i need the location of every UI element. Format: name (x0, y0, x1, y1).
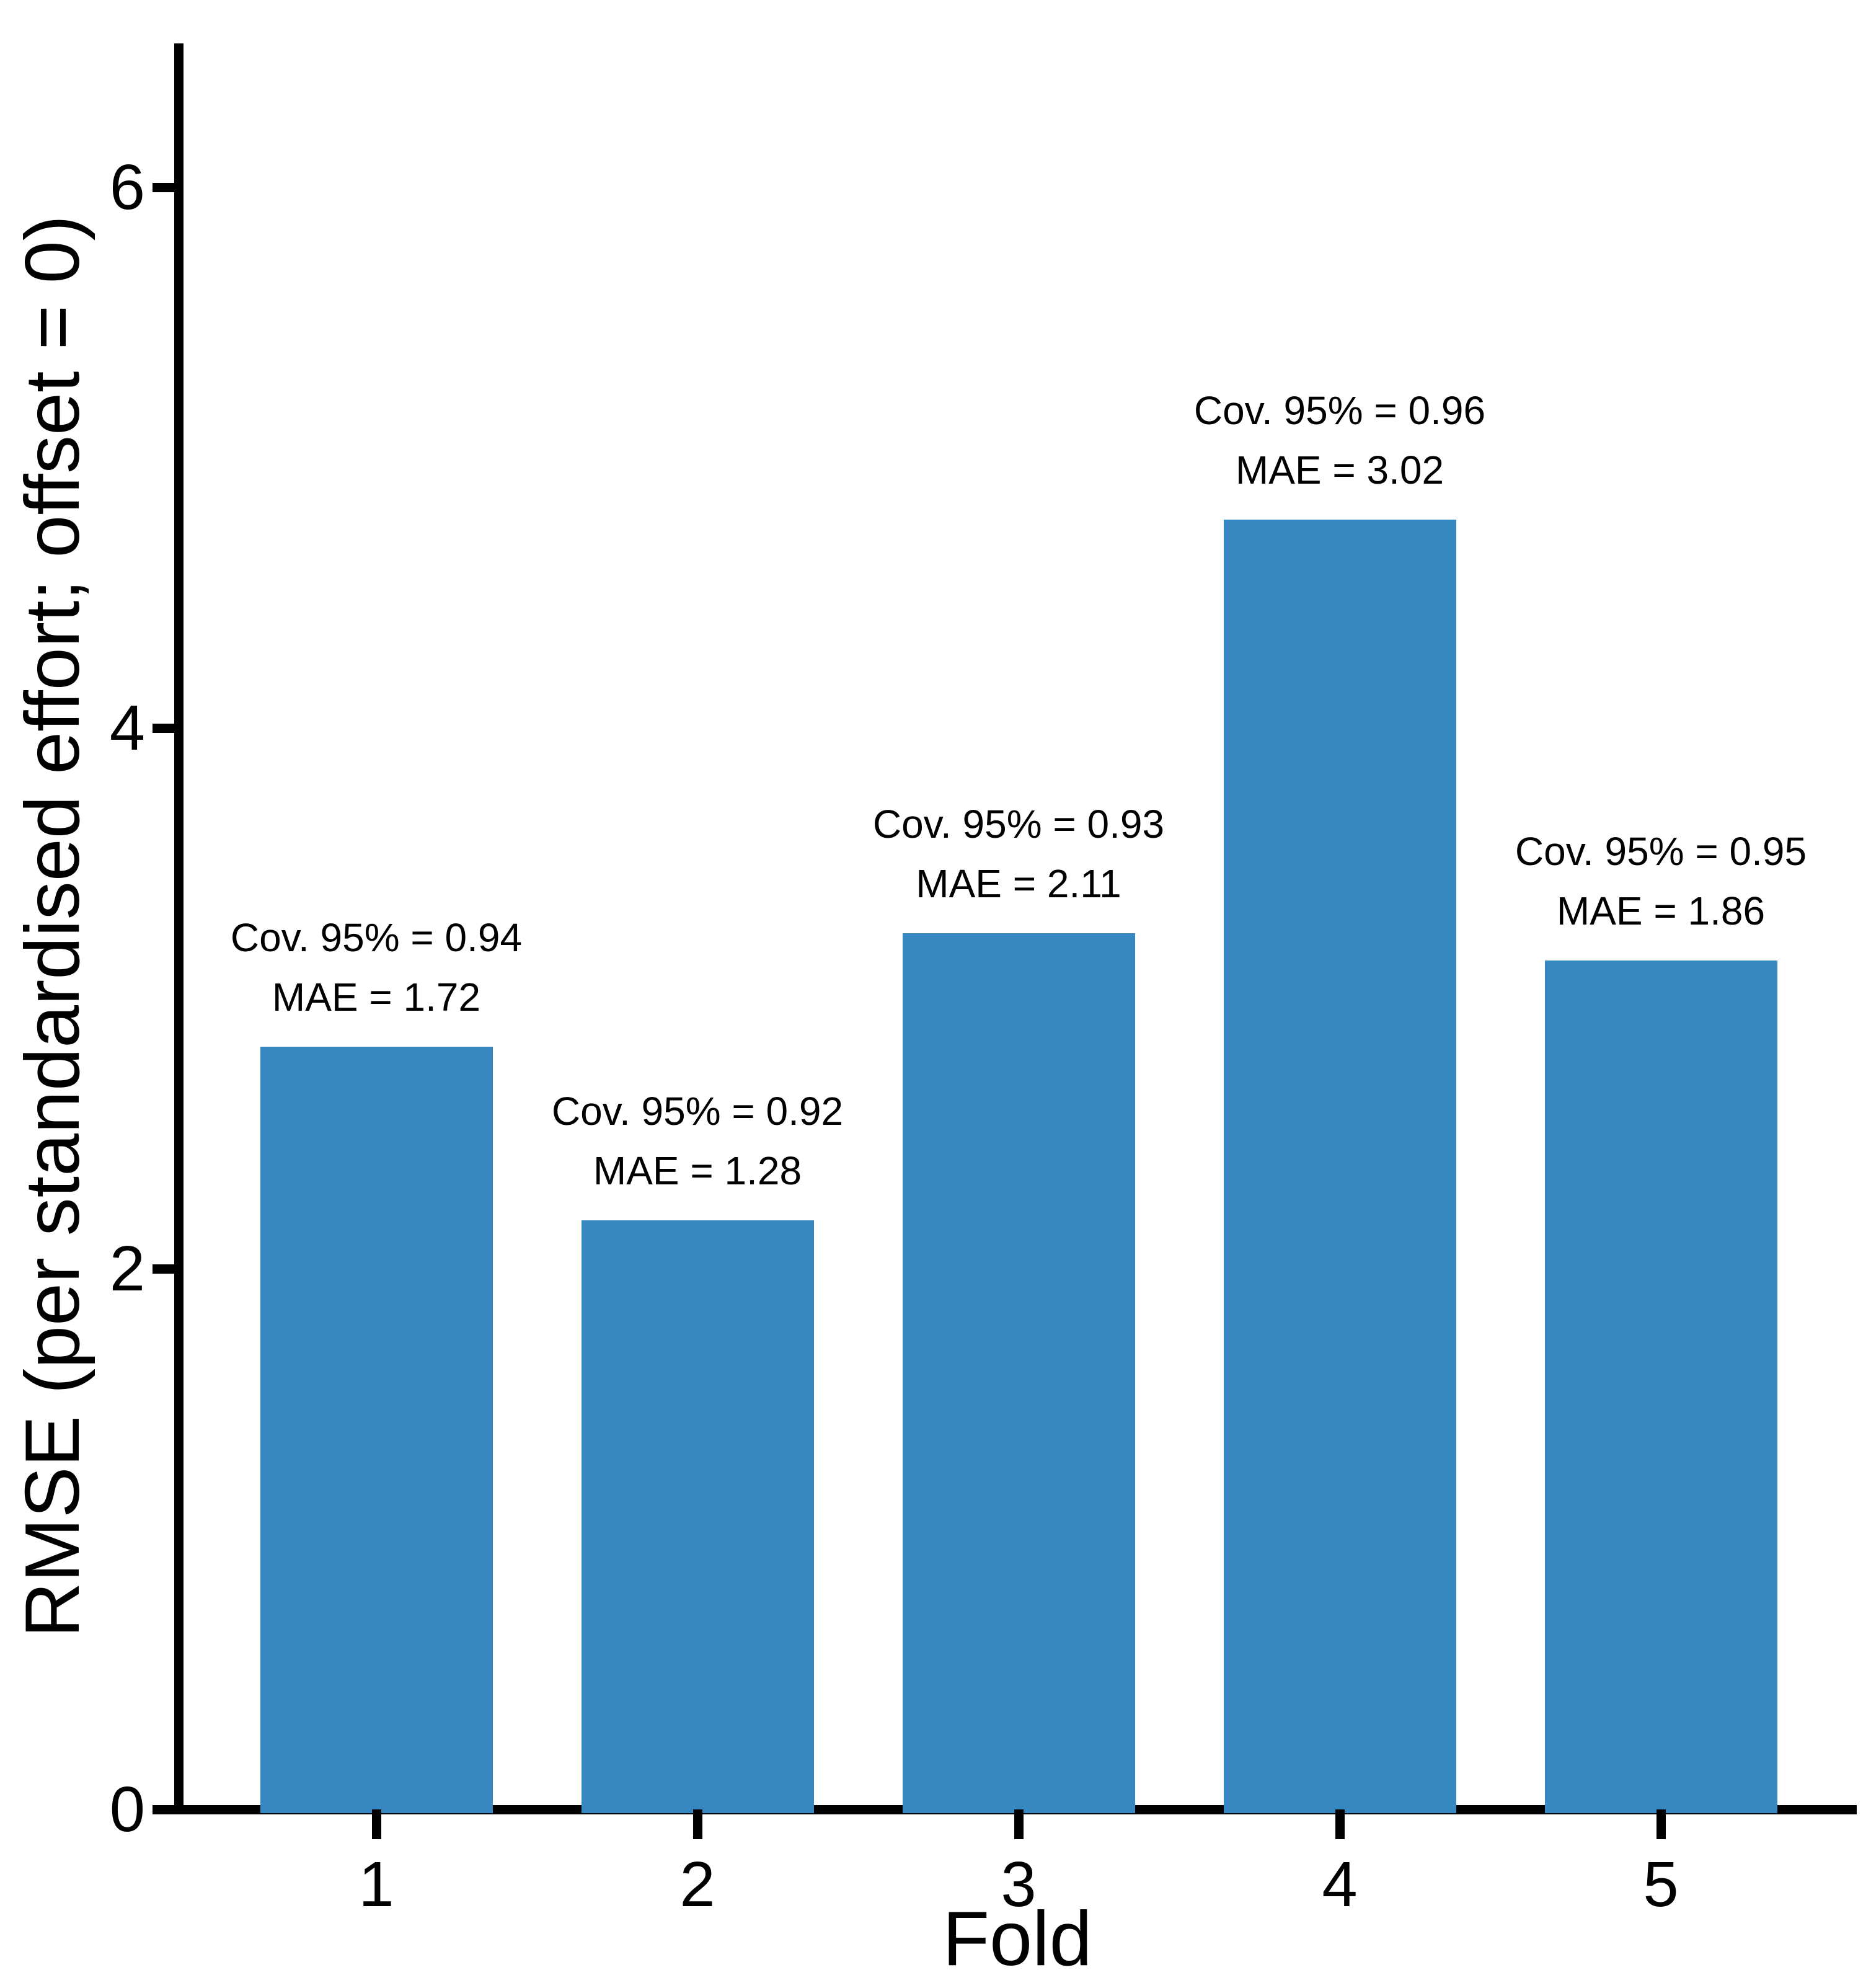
annotation-coverage-line: Cov. 95% = 0.94 (230, 915, 523, 960)
y-tick-label: 0 (109, 1773, 145, 1845)
annotation-coverage-line: Cov. 95% = 0.96 (1193, 388, 1486, 433)
bar-annotation: Cov. 95% = 0.96 MAE = 3.02 (1017, 381, 1662, 500)
x-tick (693, 1809, 702, 1839)
bar-annotation: Cov. 95% = 0.94 MAE = 1.72 (54, 908, 699, 1027)
x-tick (1335, 1809, 1345, 1839)
x-tick-label: 3 (1001, 1848, 1037, 1920)
bar-fold-1 (260, 1047, 493, 1813)
y-tick-label: 6 (109, 151, 145, 223)
x-tick (372, 1809, 381, 1839)
y-tick (153, 183, 180, 192)
x-tick-label: 5 (1643, 1848, 1679, 1920)
bar-annotation: Cov. 95% = 0.93 MAE = 2.11 (696, 794, 1341, 913)
x-tick (1656, 1809, 1666, 1839)
annotation-coverage-line: Cov. 95% = 0.95 (1515, 829, 1807, 874)
x-axis-title: Fold (942, 1896, 1092, 1982)
y-tick-label: 2 (109, 1233, 145, 1304)
y-tick (153, 724, 180, 733)
y-tick-label: 4 (109, 692, 145, 763)
annotation-mae-line: MAE = 1.72 (272, 975, 481, 1019)
x-tick (1014, 1809, 1024, 1839)
x-tick-label: 4 (1322, 1848, 1358, 1920)
y-tick (153, 1805, 180, 1814)
annotation-coverage-line: Cov. 95% = 0.93 (872, 802, 1165, 846)
annotation-mae-line: MAE = 2.11 (916, 861, 1121, 906)
bar-fold-4 (1223, 520, 1456, 1813)
bar-annotation: Cov. 95% = 0.92 MAE = 1.28 (375, 1081, 1020, 1200)
annotation-coverage-line: Cov. 95% = 0.92 (551, 1089, 844, 1134)
x-tick-label: 2 (679, 1848, 715, 1920)
bar-fold-3 (902, 933, 1135, 1813)
annotation-mae-line: MAE = 3.02 (1235, 448, 1444, 492)
bar-fold-2 (581, 1220, 814, 1813)
y-axis-line (174, 43, 184, 1814)
y-axis-title: RMSE (per standardised effort; offset = … (10, 215, 95, 1638)
bar-annotation: Cov. 95% = 0.95 MAE = 1.86 (1338, 822, 1871, 941)
x-tick-label: 1 (358, 1848, 394, 1920)
annotation-mae-line: MAE = 1.28 (593, 1148, 802, 1193)
bar-fold-5 (1544, 961, 1777, 1813)
y-tick (153, 1264, 180, 1274)
annotation-mae-line: MAE = 1.86 (1556, 889, 1766, 933)
